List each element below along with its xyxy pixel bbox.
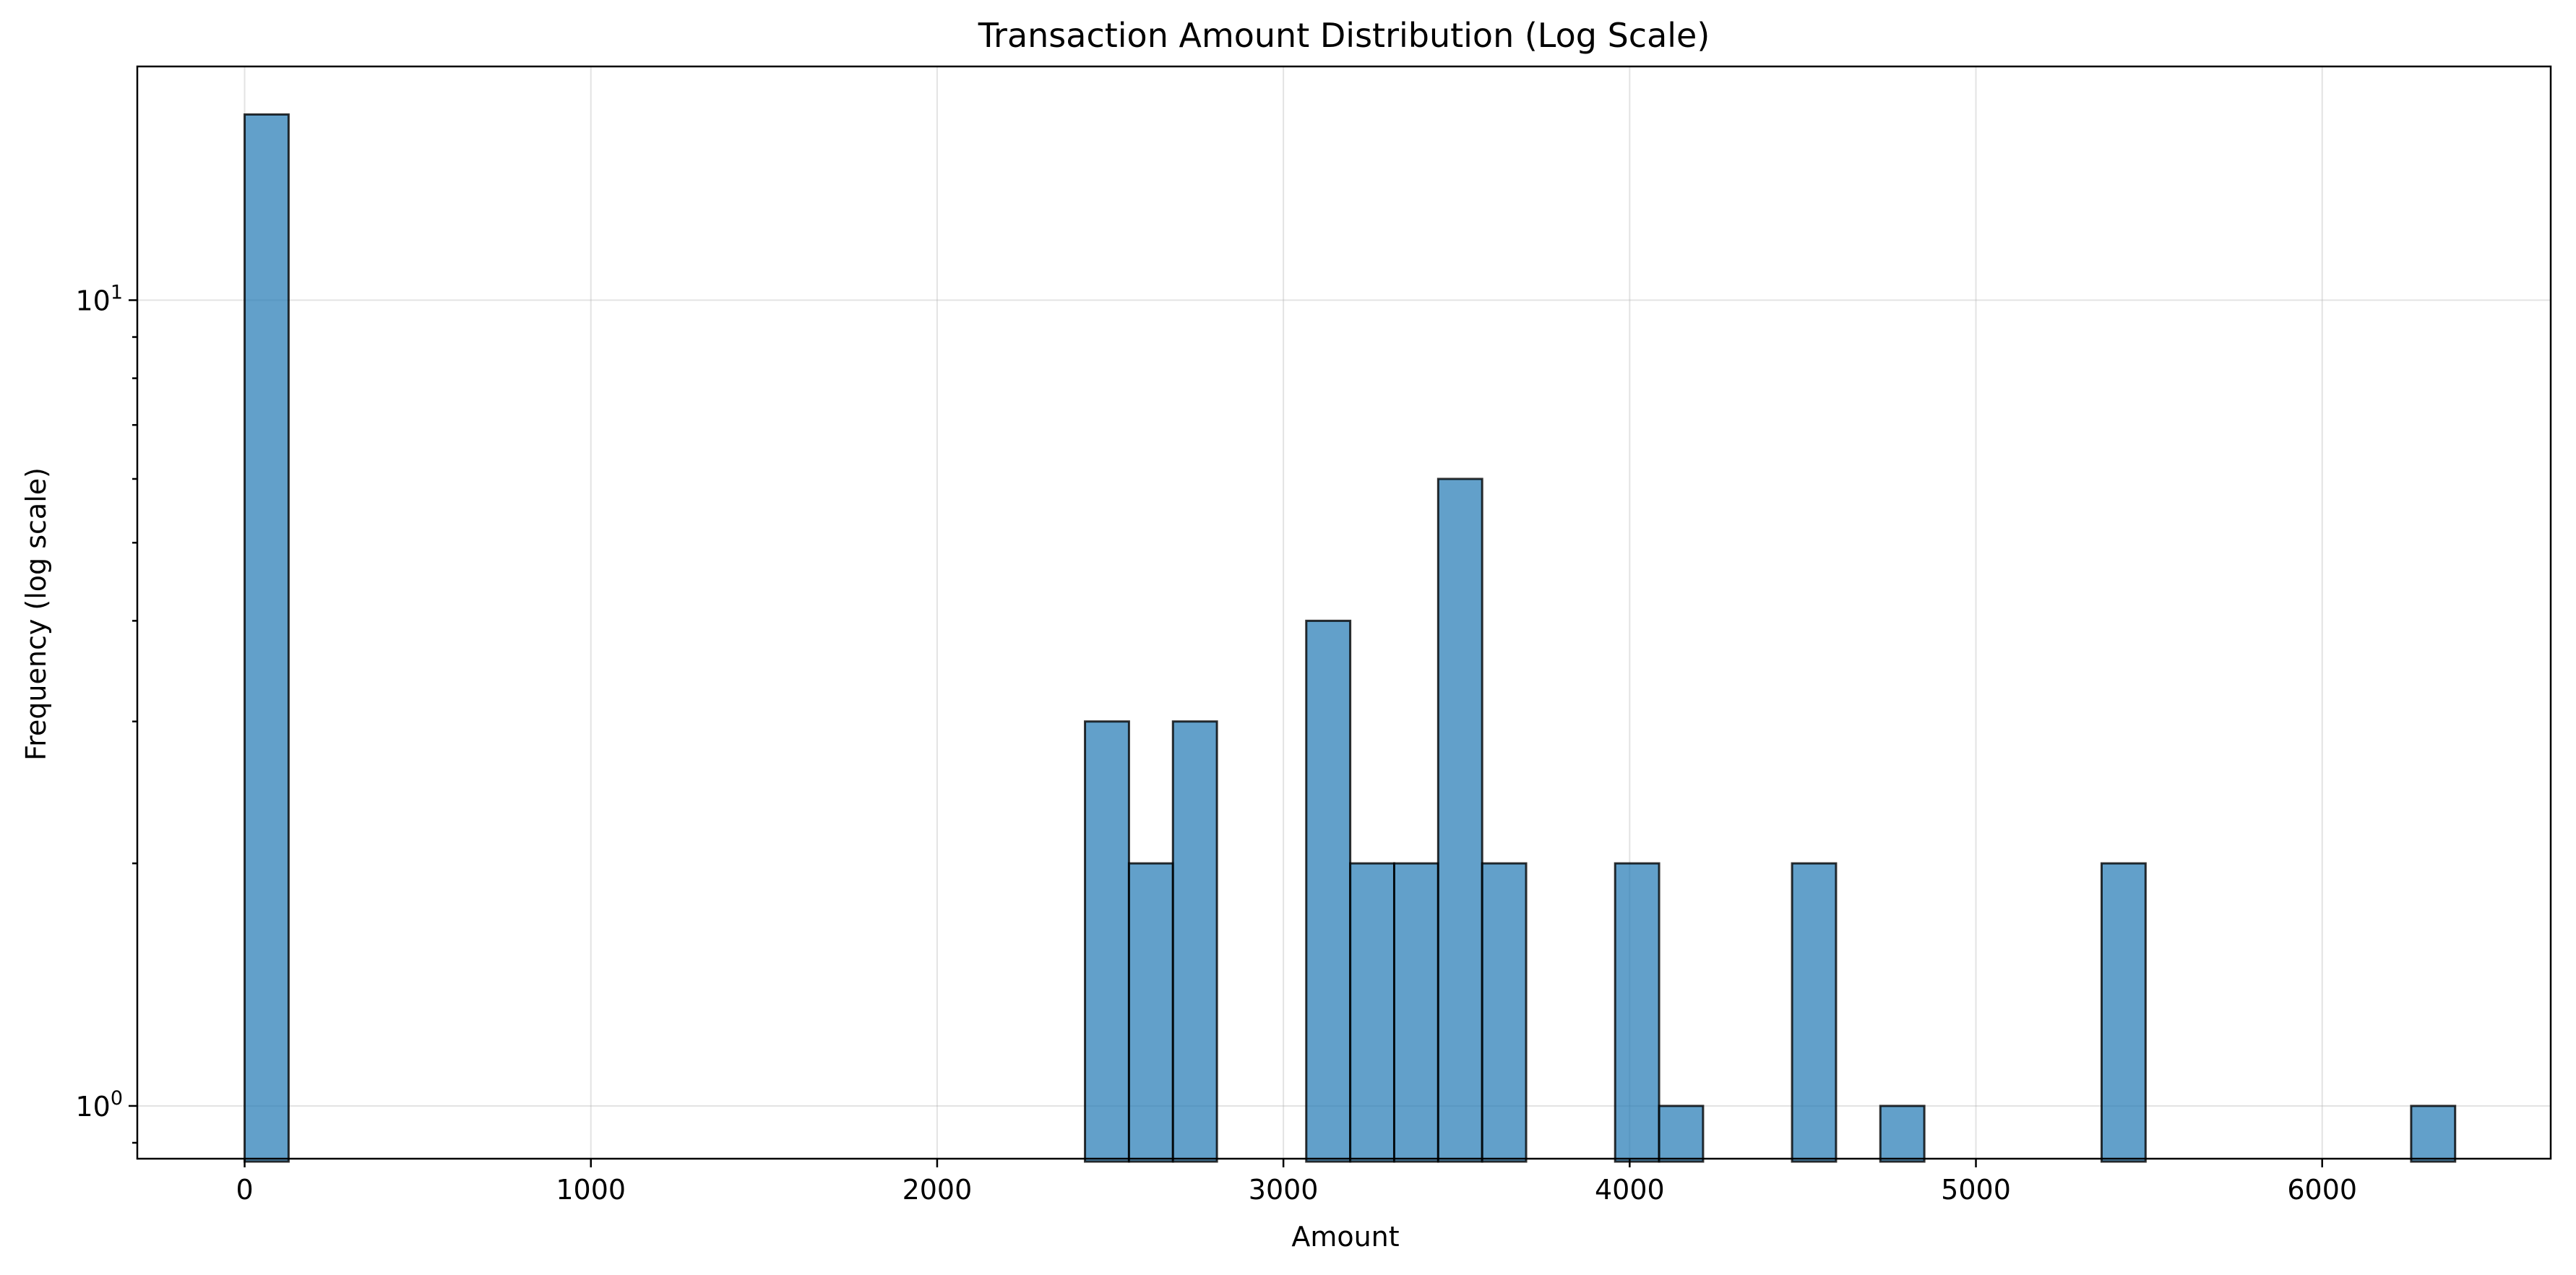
- histogram-bar: [1127, 862, 1174, 1163]
- histogram-bar: [2410, 1105, 2457, 1163]
- y-axis-label: Frequency (log scale): [20, 467, 52, 761]
- x-tick-label: 3000: [1249, 1174, 1319, 1206]
- axis-ticks: 0 1000 2000 3000 4000 5000 6000 100 101: [75, 282, 2357, 1206]
- bars: [244, 113, 2457, 1163]
- histogram-bar: [1791, 862, 1838, 1163]
- x-tick-label: 1000: [556, 1174, 626, 1206]
- histogram-bar: [2100, 862, 2147, 1163]
- x-tick-label: 0: [236, 1174, 253, 1206]
- plot-frame: [136, 65, 2552, 1160]
- histogram-bar: [1171, 720, 1218, 1163]
- x-tick-label: 4000: [1595, 1174, 1665, 1206]
- y-tick-label: 100: [75, 1087, 123, 1123]
- x-axis-label: Amount: [1291, 1221, 1399, 1253]
- x-tick-label: 5000: [1941, 1174, 2011, 1206]
- x-tick-label: 2000: [903, 1174, 973, 1206]
- histogram-bar: [1305, 619, 1352, 1163]
- grid-lines: [137, 66, 2551, 1159]
- histogram-bar: [1084, 720, 1130, 1163]
- histogram-bar: [1349, 862, 1395, 1163]
- histogram-bar: [1436, 477, 1483, 1163]
- histogram-bar: [1481, 862, 1528, 1163]
- y-tick-label: 101: [75, 282, 123, 317]
- histogram-bar: [244, 113, 290, 1163]
- x-tick-label: 6000: [2287, 1174, 2357, 1206]
- histogram-bar: [1879, 1105, 1926, 1163]
- histogram-bar: [1658, 1105, 1705, 1163]
- histogram-bar: [1392, 862, 1439, 1163]
- histogram-bar: [1614, 862, 1660, 1163]
- chart-title: Transaction Amount Distribution (Log Sca…: [978, 16, 1710, 55]
